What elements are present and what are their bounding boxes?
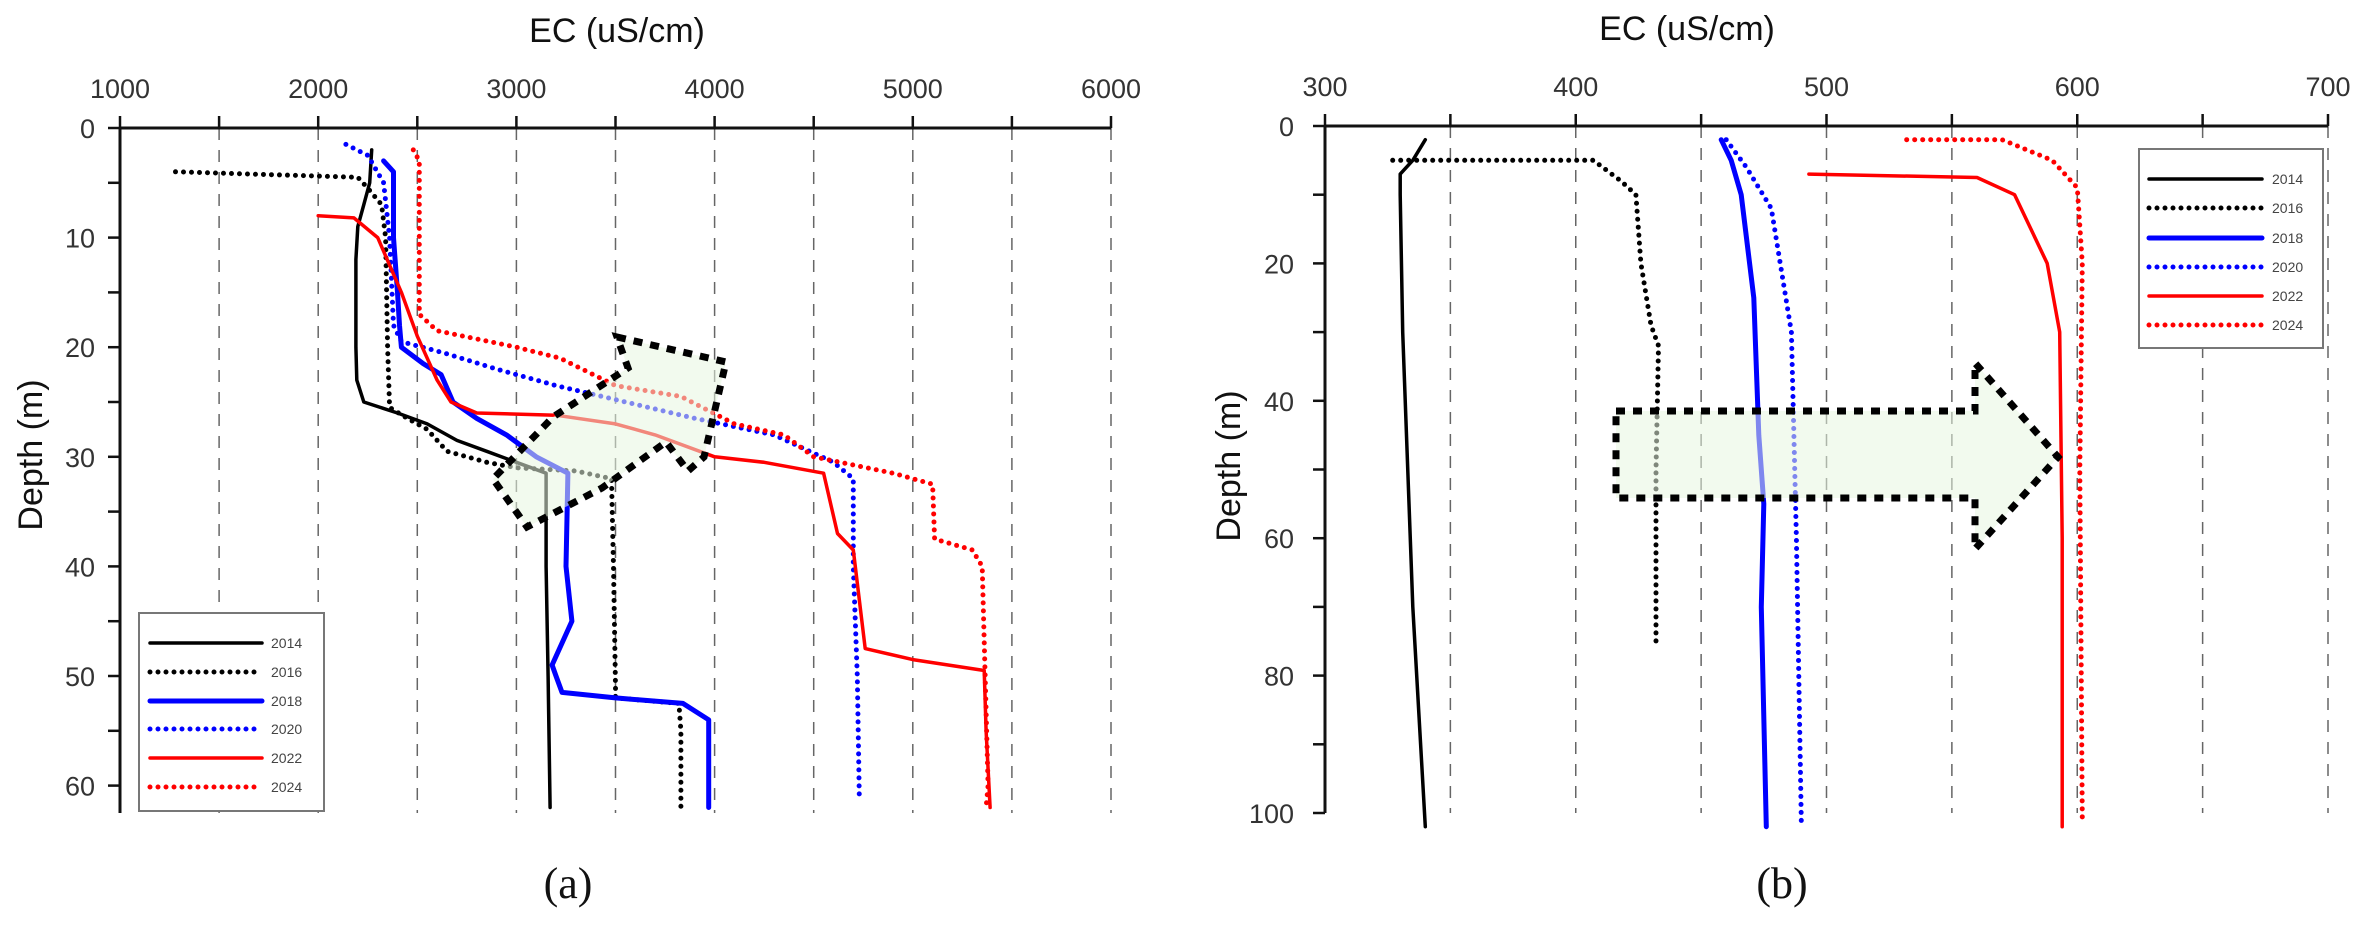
y-tick-label: 60 [65, 772, 95, 802]
y-tick-label: 0 [1279, 112, 1294, 142]
x-axis-title: EC (uS/cm) [529, 12, 705, 50]
legend-label: 2014 [271, 635, 302, 651]
legend-label: 2020 [2272, 259, 2303, 275]
y-axis-title: Depth (m) [1210, 390, 1248, 541]
x-axis-title: EC (uS/cm) [1599, 10, 1775, 48]
x-tick-label: 3000 [486, 74, 546, 104]
y-tick-label: 80 [1264, 662, 1294, 692]
legend: 2014 2016 2018 2020 2022 2024 [138, 612, 325, 812]
y-tick-label: 60 [1264, 524, 1294, 554]
x-tick-label: 6000 [1081, 74, 1141, 104]
series-line-2024 [410, 147, 991, 810]
series-line-2020 [1723, 137, 1804, 830]
panel-label: (b) [1756, 859, 1807, 908]
x-tick-label: 300 [1302, 72, 1347, 102]
series-line-2022 [1807, 172, 2064, 829]
panel-label: (a) [544, 859, 593, 908]
series-line-2024 [1904, 137, 2085, 823]
y-tick-label: 100 [1249, 799, 1294, 829]
annotation-arrow [1612, 353, 2063, 559]
y-tick-label: 40 [65, 552, 95, 582]
legend-box [2138, 148, 2324, 349]
y-tick-label: 20 [65, 333, 95, 363]
series-line-2016 [1390, 157, 1661, 644]
y-tick-label: 50 [65, 662, 95, 692]
legend-label: 2016 [271, 664, 302, 680]
legend-label: 2024 [271, 779, 302, 795]
y-tick-label: 10 [65, 224, 95, 254]
series-line-2022 [316, 213, 992, 810]
annotation-arrow [488, 332, 731, 532]
legend-label: 2014 [2272, 171, 2303, 187]
series-line-2014 [1398, 137, 1428, 829]
x-tick-label: 1000 [90, 74, 150, 104]
legend: 2014 2016 2018 2020 2022 2024 [2138, 148, 2324, 349]
x-tick-label: 2000 [288, 74, 348, 104]
x-tick-label: 5000 [883, 74, 943, 104]
y-tick-label: 0 [80, 114, 95, 144]
legend-box [138, 612, 325, 812]
legend-label: 2018 [271, 693, 302, 709]
x-tick-label: 600 [2055, 72, 2100, 102]
legend-label: 2020 [271, 721, 302, 737]
x-tick-label: 500 [1804, 72, 1849, 102]
panel-a: 1000 2000 3000 4000 5000 6000 0 10 20 30 40 50 60 EC … [12, 12, 1141, 908]
legend-label: 2016 [2272, 200, 2303, 216]
x-tick-label: 4000 [685, 74, 745, 104]
panel-b: 300 400 500 600 700 0 20 40 60 80 100 EC (uS/cm) Dep… [1210, 10, 2351, 908]
y-tick-label: 40 [1264, 387, 1294, 417]
legend-label: 2022 [2272, 288, 2303, 304]
x-tick-label: 700 [2305, 72, 2350, 102]
x-tick-label: 400 [1553, 72, 1598, 102]
legend-label: 2018 [2272, 230, 2303, 246]
y-tick-label: 20 [1264, 249, 1294, 279]
y-tick-label: 30 [65, 443, 95, 473]
legend-label: 2022 [271, 750, 302, 766]
series-line-2018 [1718, 137, 1769, 830]
series-line-2020 [343, 141, 862, 800]
y-axis-title: Depth (m) [12, 379, 50, 530]
legend-label: 2024 [2272, 317, 2303, 333]
